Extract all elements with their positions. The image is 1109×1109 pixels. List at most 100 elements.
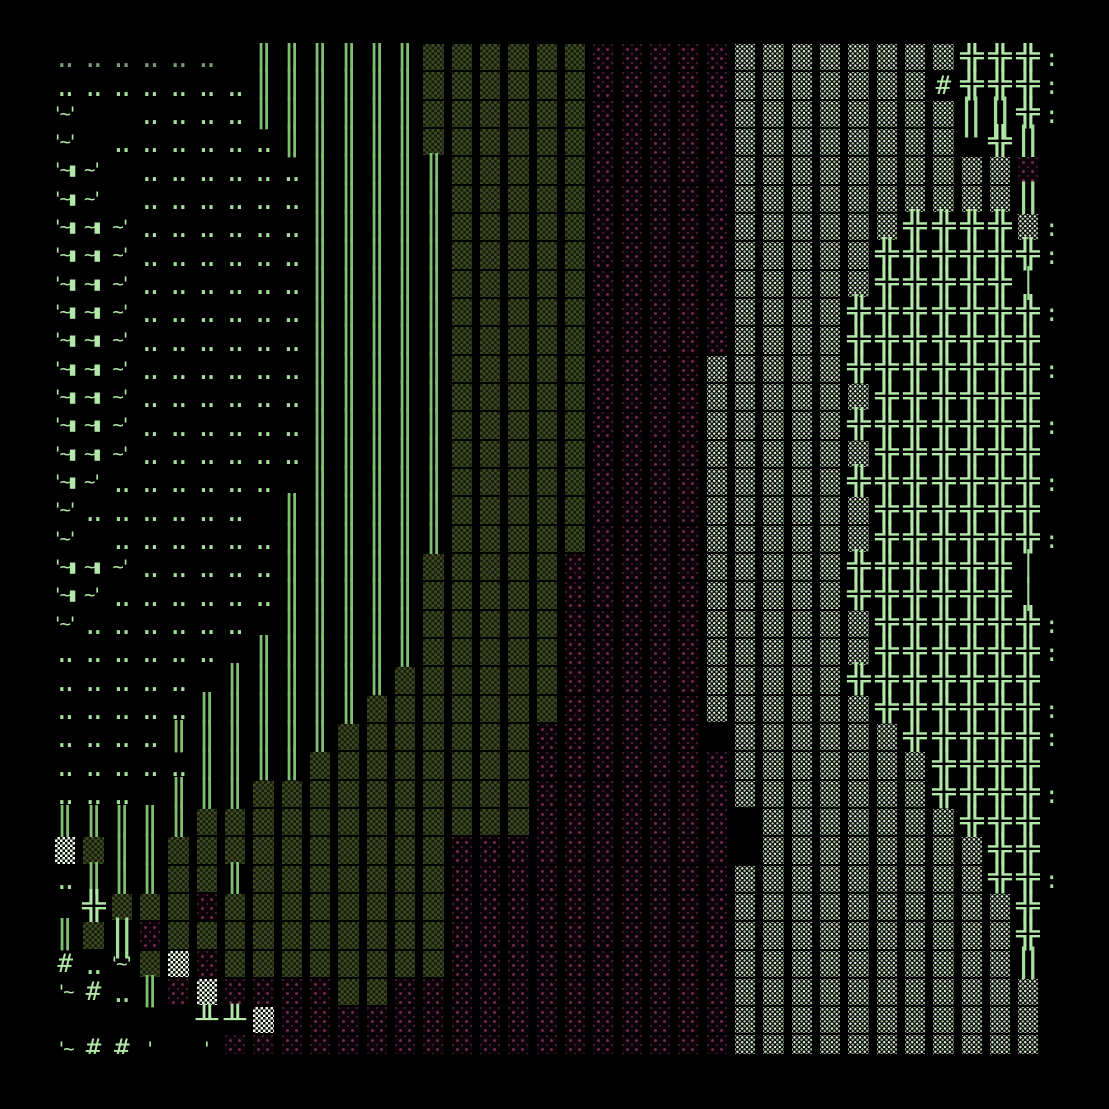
tile-tree-trunk: ║	[224, 664, 246, 697]
tile-dark-foliage	[278, 950, 306, 978]
tile-dark-foliage	[533, 553, 561, 581]
tile-water: '~▮	[52, 301, 78, 324]
tile-water-edge: '	[144, 1037, 156, 1054]
tile-grass: ..	[167, 299, 190, 330]
tile-tree-trunk: ║	[224, 721, 246, 753]
tile-dead-shrub	[618, 411, 646, 439]
tile-light-foliage	[788, 213, 816, 241]
tile-dead-shrub	[589, 695, 617, 723]
tile-grass: ..	[167, 242, 190, 273]
tile-dark-foliage	[561, 100, 589, 128]
tile-dead-shrub	[646, 383, 674, 411]
tile-light-foliage	[703, 411, 731, 439]
tile-dead-shrub	[646, 836, 674, 864]
tile-empty	[164, 1006, 192, 1034]
tile-dark-foliage	[504, 185, 532, 213]
tile-dead-shrub	[589, 751, 617, 779]
tile-grass: ..	[252, 355, 275, 386]
tile-dead-shrub	[674, 241, 702, 269]
tile-dead-shrub	[618, 950, 646, 978]
tile-light-foliage	[759, 610, 787, 638]
tile-dark-foliage	[419, 128, 447, 156]
tile-dead-shrub	[618, 610, 646, 638]
map-row: ............║║║║║║╬╬╬:	[51, 43, 1054, 74]
tile-light-foliage	[788, 723, 816, 751]
tile-tree-trunk: ║	[366, 154, 388, 187]
tile-dead-shrub	[703, 1006, 731, 1034]
tile-dead-shrub	[618, 638, 646, 666]
tile-water: ~▮	[84, 414, 103, 437]
tile-grass: ..	[82, 667, 105, 698]
tile-dead-shrub	[476, 978, 504, 1006]
tile-grass: ..	[223, 72, 247, 103]
tile-light-foliage	[788, 638, 816, 666]
tile-dark-foliage	[419, 71, 447, 99]
tile-light-foliage	[759, 921, 787, 949]
tile-light-foliage	[958, 156, 986, 184]
tile-branch-cross: ╬	[988, 323, 1012, 357]
tile-water: '~'	[52, 612, 78, 635]
map-row: '~▮~'............║║║║║╬╬╬╬╬╬││	[51, 581, 1054, 613]
tile-light-foliage	[759, 241, 787, 269]
tile-dark-foliage	[391, 808, 419, 836]
tile-grass: ..	[223, 610, 247, 641]
map-row: '~'............║║║║║║╬╬╬╬╬╬:	[51, 524, 1054, 556]
tile-grass: ..	[138, 214, 162, 245]
tile-dead-shrub	[674, 298, 702, 326]
tile-dead-shrub	[674, 355, 702, 383]
tile-light-foliage	[731, 100, 759, 128]
tile-tree-trunk: ║	[252, 749, 275, 782]
tile-branch-cross: ╬	[1016, 748, 1041, 782]
tile-dark-foliage	[561, 468, 589, 496]
tile-dark-foliage	[561, 185, 589, 213]
tile-grass: ..	[110, 752, 134, 783]
tile-dark-foliage	[504, 525, 532, 553]
tile-dark-foliage	[391, 865, 419, 893]
tile-light-foliage	[816, 921, 844, 949]
map-grid[interactable]: ............║║║║║║╬╬╬:..............║║║║…	[51, 43, 1054, 1054]
tile-tree-trunk: ║	[337, 607, 360, 640]
tile-tree-trunk: ║	[281, 69, 303, 102]
tile-dead-shrub	[504, 978, 532, 1006]
tile-branch-cross: ╬	[1016, 861, 1041, 895]
tile-dark-foliage	[448, 723, 476, 751]
tile-dead-shrub	[646, 553, 674, 581]
tile-branch-cross: ╬	[959, 691, 984, 725]
tile-dark-foliage	[306, 780, 334, 808]
tile-grass: ..	[167, 270, 190, 301]
tile-light-foliage	[731, 865, 759, 893]
tile-dead-shrub	[674, 780, 702, 808]
tile-single-bar: │	[1042, 666, 1054, 695]
tile-branch-cross: ╬	[931, 323, 956, 357]
tile-tree-trunk: ║	[337, 466, 360, 498]
tile-dead-shrub	[391, 1034, 419, 1054]
tile-dark-foliage	[448, 128, 476, 156]
tile-grass: ..	[138, 610, 162, 641]
tile-light-foliage	[788, 383, 816, 411]
tile-dark-foliage	[306, 950, 334, 978]
tile-branch-cross: ╬	[1016, 890, 1041, 923]
tile-dead-shrub	[448, 836, 476, 864]
tile-grass: ..	[195, 412, 219, 443]
tile-light-foliage	[731, 610, 759, 638]
tile-dark-foliage	[249, 836, 277, 864]
tile-dark-foliage	[476, 71, 504, 99]
tile-branch-cross: ╬	[959, 408, 984, 442]
tile-grass: ..	[195, 355, 219, 386]
tile-tree-trunk: ║	[281, 636, 303, 668]
tile-dead-shrub	[703, 921, 731, 949]
tile-dead-shrub	[589, 723, 617, 751]
tile-dark-foliage	[533, 468, 561, 496]
tile-double-bar: ‖	[960, 90, 984, 138]
tile-grass: ..	[252, 270, 275, 301]
tile-tree-trunk: ║	[252, 43, 275, 73]
tile-grass: ..	[110, 695, 134, 726]
tile-grass: ..	[280, 440, 304, 471]
tile-branch-cross: ╬	[874, 352, 899, 385]
tile-dark-foliage	[476, 553, 504, 581]
tile-tree-trunk: ║	[309, 154, 331, 187]
tile-dark-foliage	[533, 100, 561, 128]
tile-branch-cross: ╬	[988, 352, 1012, 385]
tile-dark-foliage	[278, 780, 306, 808]
tile-dead-shrub	[646, 610, 674, 638]
